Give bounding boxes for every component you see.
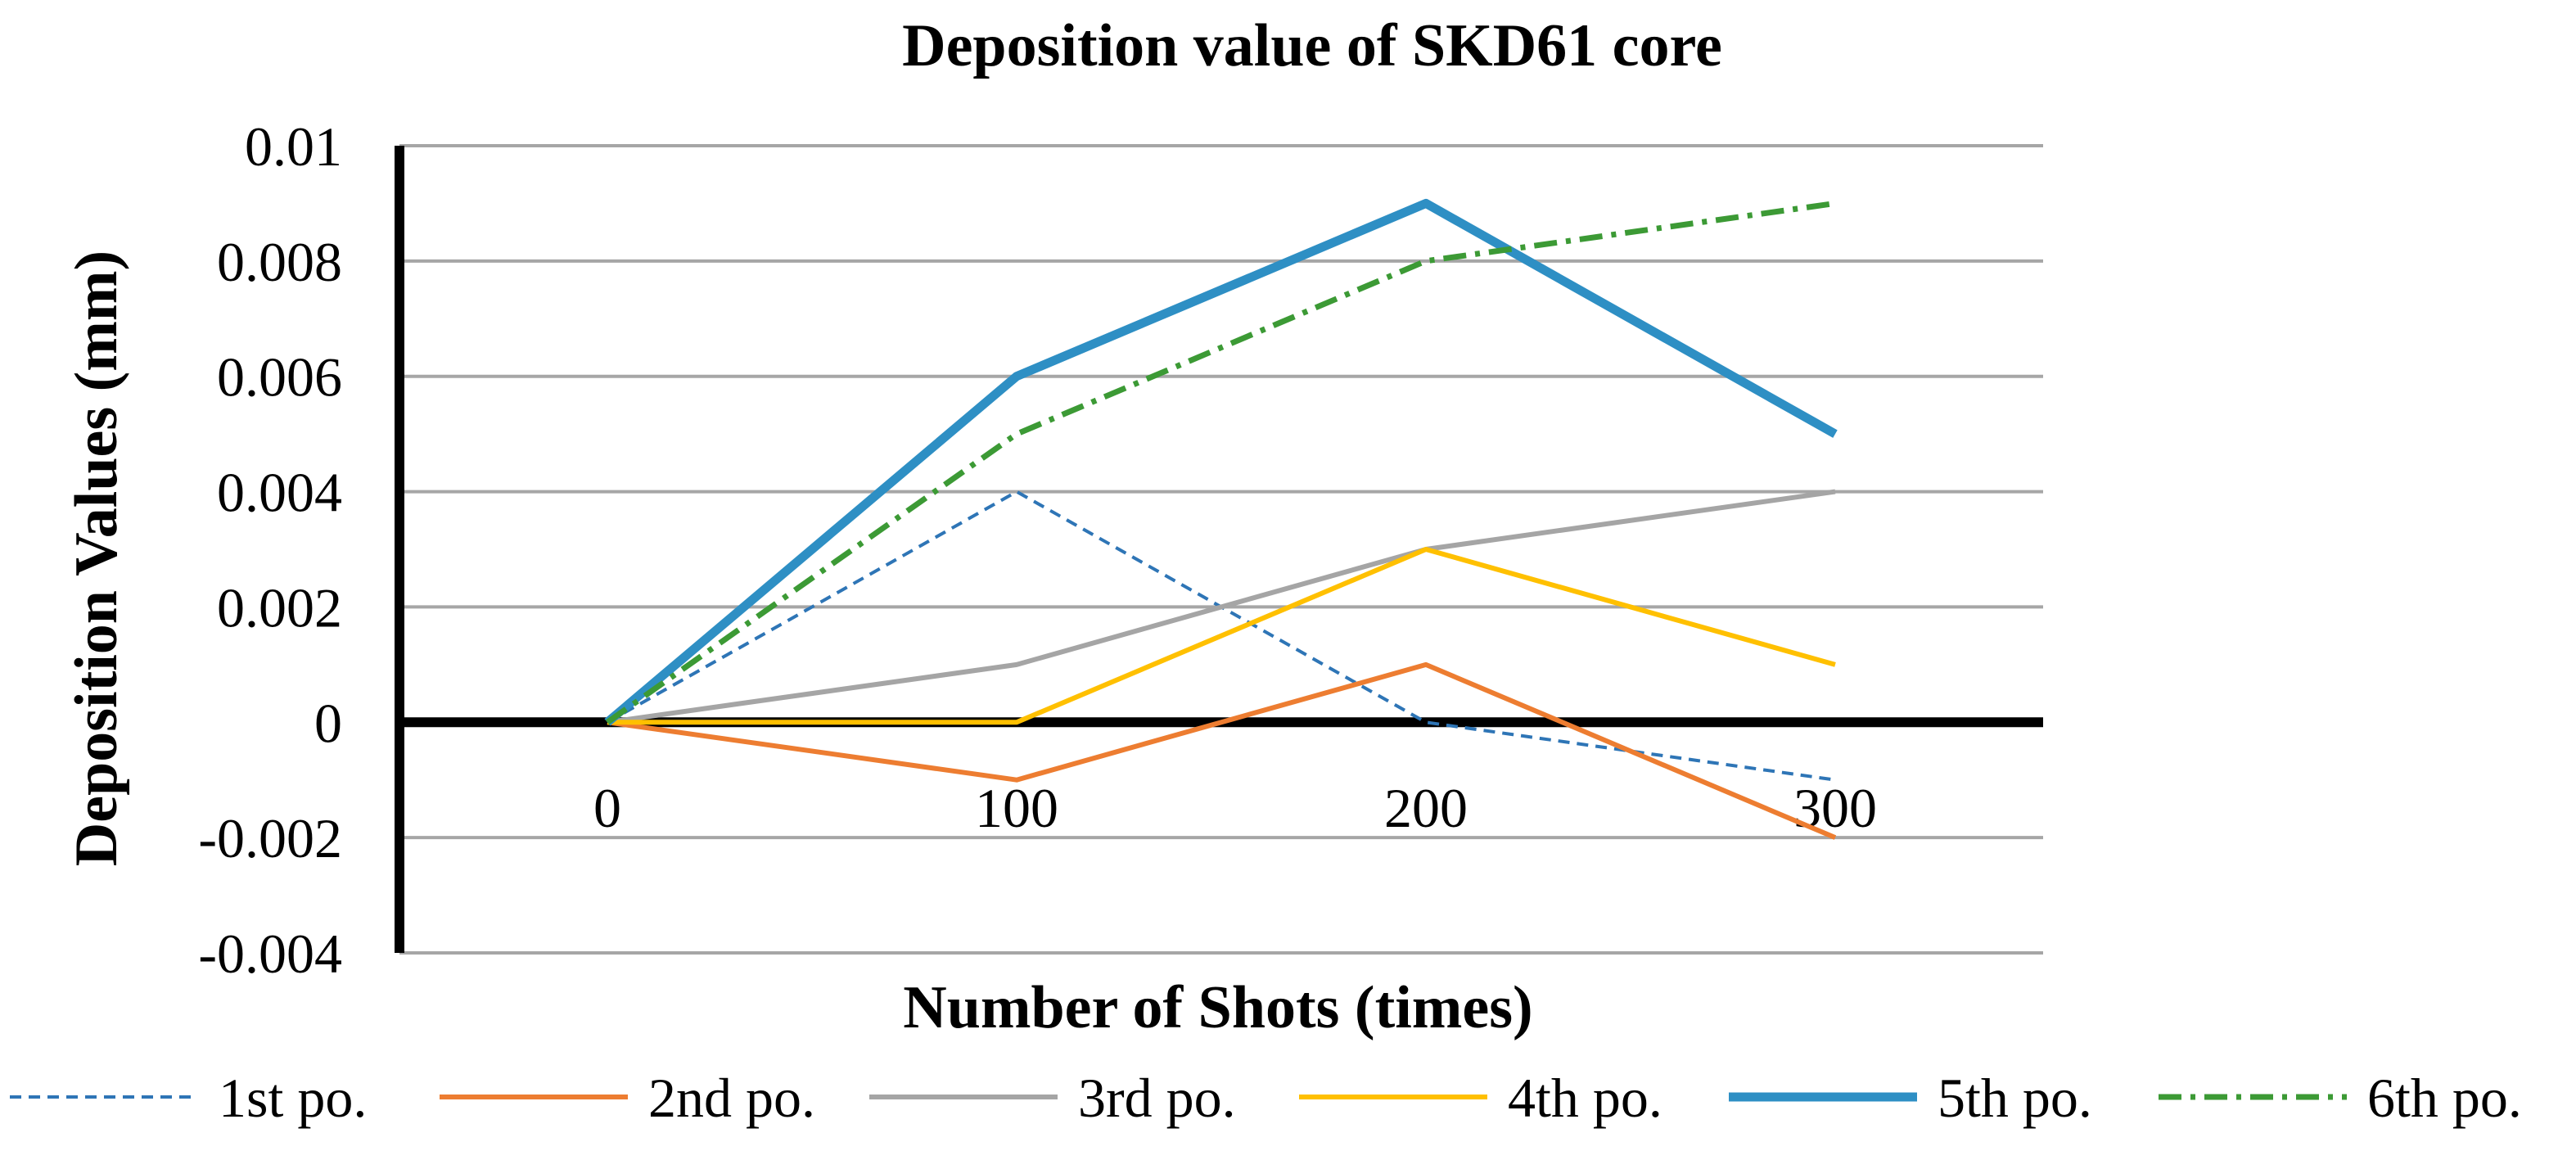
- legend-label: 4th po.: [1508, 1067, 1662, 1129]
- x-tick-label: 300: [1793, 777, 1877, 839]
- y-tick-label: 0.002: [217, 576, 342, 639]
- y-tick-label: -0.004: [198, 923, 342, 985]
- legend: 1st po. 2nd po. 3rd po. 4th po. 5th po. 6th p…: [10, 1067, 2522, 1129]
- legend-label: 6th po.: [2367, 1067, 2522, 1129]
- series-lines: [604, 198, 1838, 840]
- legend-label: 2nd po.: [648, 1067, 815, 1129]
- y-tick-label: 0.004: [217, 462, 342, 524]
- y-tick-label: 0.01: [245, 115, 342, 178]
- x-tick-label: 200: [1384, 777, 1468, 839]
- series-line: [605, 200, 1836, 725]
- series-line: [607, 661, 1837, 840]
- y-tick-label: 0: [314, 692, 342, 754]
- series-line: [604, 198, 1838, 726]
- x-tick-label: 100: [975, 777, 1058, 839]
- x-tick-label: 0: [593, 777, 621, 839]
- y-axis-ticks: 0.01 0.008 0.006 0.004 0.002 0 -0.002 -0.004: [198, 115, 342, 985]
- y-tick-label: 0.008: [217, 231, 342, 293]
- series-line: [607, 489, 1836, 725]
- legend-label: 1st po.: [219, 1067, 367, 1129]
- y-axis-title: Deposition Values (mm): [63, 251, 130, 866]
- y-tick-label: 0.006: [217, 346, 342, 408]
- chart-title: Deposition value of SKD61 core: [902, 12, 1722, 79]
- legend-label: 5th po.: [1938, 1067, 2092, 1129]
- x-axis-ticks: 0 100 200 300: [593, 777, 1877, 839]
- y-tick-label: -0.002: [198, 807, 342, 869]
- series-line: [607, 547, 1836, 725]
- x-axis-title: Number of Shots (times): [903, 974, 1532, 1041]
- legend-label: 3rd po.: [1078, 1067, 1236, 1129]
